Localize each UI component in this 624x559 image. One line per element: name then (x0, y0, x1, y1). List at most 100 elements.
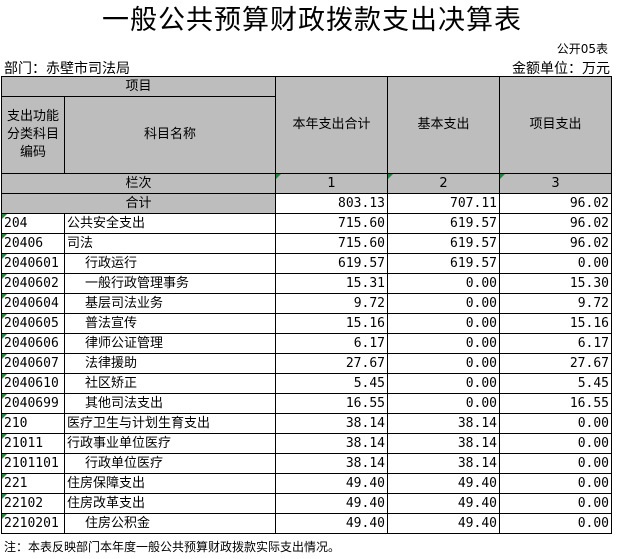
row-code: 2040607 (1, 353, 65, 374)
row-total: 49.40 (275, 513, 388, 534)
row-name: 一般行政管理事务 (64, 273, 276, 294)
row-basic: 0.00 (387, 373, 500, 394)
row-total: 619.57 (275, 253, 388, 274)
row-name: 法律援助 (64, 353, 276, 374)
total-label: 合计 (1, 193, 276, 214)
row-total: 49.40 (275, 493, 388, 514)
row-total: 16.55 (275, 393, 388, 414)
table-row: 2040607 法律援助 27.67 0.00 27.67 (1, 353, 612, 374)
table-row: 204 公共安全支出 715.60 619.57 96.02 (1, 213, 612, 234)
row-project: 6.17 (499, 333, 612, 354)
header-total: 本年支出合计 (275, 76, 388, 174)
total-sum: 803.13 (275, 193, 388, 214)
row-code: 2040605 (1, 313, 65, 334)
row-code: 21011 (1, 433, 65, 454)
row-total: 5.45 (275, 373, 388, 394)
row-name: 社区矫正 (64, 373, 276, 394)
row-total: 715.60 (275, 233, 388, 254)
table-row: 221 住房保障支出 49.40 49.40 0.00 (1, 473, 612, 494)
row-project: 0.00 (499, 433, 612, 454)
row-basic: 0.00 (387, 353, 500, 374)
row-name: 基层司法业务 (64, 293, 276, 314)
row-basic: 38.14 (387, 433, 500, 454)
row-basic: 38.14 (387, 453, 500, 474)
row-basic: 49.40 (387, 513, 500, 534)
table-row: 2040610 社区矫正 5.45 0.00 5.45 (1, 373, 612, 394)
table-row: 2040699 其他司法支出 16.55 0.00 16.55 (1, 393, 612, 414)
row-total: 715.60 (275, 213, 388, 234)
table-row: 2040606 律师公证管理 6.17 0.00 6.17 (1, 333, 612, 354)
row-total: 15.16 (275, 313, 388, 334)
row-project: 0.00 (499, 453, 612, 474)
row-name: 行政单位医疗 (64, 453, 276, 474)
row-name: 住房保障支出 (64, 473, 276, 494)
row-name: 其他司法支出 (64, 393, 276, 414)
row-project: 9.72 (499, 293, 612, 314)
row-total: 9.72 (275, 293, 388, 314)
table-row: 2210201 住房公积金 49.40 49.40 0.00 (1, 513, 612, 534)
footnote: 注：本表反映部门本年度一般公共预算财政拨款实际支出情况。 (4, 540, 341, 554)
table-row: 2101101 行政单位医疗 38.14 38.14 0.00 (1, 453, 612, 474)
row-name: 律师公证管理 (64, 333, 276, 354)
report-title: 一般公共预算财政拨款支出决算表 (102, 5, 522, 36)
row-code: 22102 (1, 493, 65, 514)
row-project: 15.16 (499, 313, 612, 334)
row-basic: 0.00 (387, 393, 500, 414)
header-col-3: 3 (499, 173, 612, 194)
row-project: 15.30 (499, 273, 612, 294)
row-code: 2101101 (1, 453, 65, 474)
row-code: 2040610 (1, 373, 65, 394)
row-project: 0.00 (499, 493, 612, 514)
table-row: 2040605 普法宣传 15.16 0.00 15.16 (1, 313, 612, 334)
total-project: 96.02 (499, 193, 612, 214)
row-name: 行政事业单位医疗 (64, 433, 276, 454)
row-basic: 49.40 (387, 473, 500, 494)
table-row: 2040601 行政运行 619.57 619.57 0.00 (1, 253, 612, 274)
row-total: 38.14 (275, 413, 388, 434)
row-name: 医疗卫生与计划生育支出 (64, 413, 276, 434)
row-project: 16.55 (499, 393, 612, 414)
row-basic: 49.40 (387, 493, 500, 514)
row-project: 0.00 (499, 473, 612, 494)
row-name: 普法宣传 (64, 313, 276, 334)
row-project: 5.45 (499, 373, 612, 394)
row-basic: 619.57 (387, 213, 500, 234)
total-row: 合计 803.13 707.11 96.02 (1, 193, 612, 214)
row-project: 0.00 (499, 513, 612, 534)
row-basic: 619.57 (387, 233, 500, 254)
row-code: 204 (1, 213, 65, 234)
header-item: 项目 (1, 76, 276, 97)
table-row: 210 医疗卫生与计划生育支出 38.14 38.14 0.00 (1, 413, 612, 434)
row-basic: 0.00 (387, 273, 500, 294)
row-code: 210 (1, 413, 65, 434)
table-row: 2040604 基层司法业务 9.72 0.00 9.72 (1, 293, 612, 314)
header-col-2: 2 (387, 173, 500, 194)
row-name: 行政运行 (64, 253, 276, 274)
row-code: 2040699 (1, 393, 65, 414)
table-row: 20406 司法 715.60 619.57 96.02 (1, 233, 612, 254)
row-project: 0.00 (499, 253, 612, 274)
row-code: 2040604 (1, 293, 65, 314)
table-row: 22102 住房改革支出 49.40 49.40 0.00 (1, 493, 612, 514)
row-name: 住房改革支出 (64, 493, 276, 514)
header-row-label: 栏次 (1, 173, 276, 194)
row-code: 2210201 (1, 513, 65, 534)
row-name: 住房公积金 (64, 513, 276, 534)
header-name: 科目名称 (64, 96, 276, 174)
row-basic: 38.14 (387, 413, 500, 434)
expenditure-table: 项目 本年支出合计 基本支出 项目支出 支出功能 分类科目 编码 科目名称 栏次… (1, 76, 612, 534)
row-project: 96.02 (499, 233, 612, 254)
row-total: 27.67 (275, 353, 388, 374)
row-total: 38.14 (275, 453, 388, 474)
row-code: 2040601 (1, 253, 65, 274)
row-project: 0.00 (499, 413, 612, 434)
row-name: 司法 (64, 233, 276, 254)
row-basic: 0.00 (387, 313, 500, 334)
department-label: 部门：赤壁市司法局 (4, 61, 130, 77)
row-project: 27.67 (499, 353, 612, 374)
row-basic: 0.00 (387, 293, 500, 314)
row-code: 2040602 (1, 273, 65, 294)
row-code: 221 (1, 473, 65, 494)
row-basic: 619.57 (387, 253, 500, 274)
row-code: 2040606 (1, 333, 65, 354)
